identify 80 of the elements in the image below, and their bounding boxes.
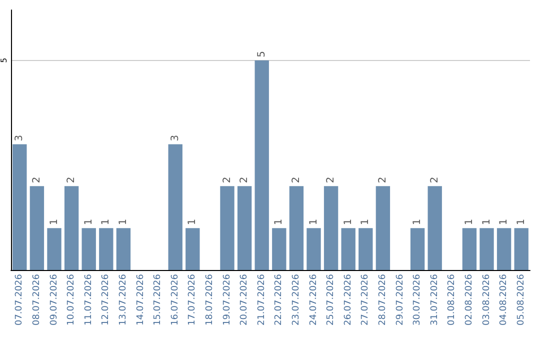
bar xyxy=(30,186,44,270)
x-tick-label: 18.07.2026 xyxy=(204,274,215,326)
data-label: 3 xyxy=(14,134,26,142)
bar xyxy=(480,228,494,270)
x-tick-label: 28.07.2026 xyxy=(378,274,388,326)
data-label: 1 xyxy=(274,218,285,226)
x-tick-label: 27.07.2026 xyxy=(360,274,371,326)
data-label: 1 xyxy=(412,218,424,226)
bar xyxy=(99,228,114,270)
x-tick-label: 12.07.2026 xyxy=(101,274,112,326)
data-label: 2 xyxy=(326,176,337,184)
bar xyxy=(47,228,62,270)
data-label: 1 xyxy=(187,218,198,226)
bar xyxy=(462,228,477,270)
data-label: 1 xyxy=(342,218,354,226)
x-tick-label: 17.07.2026 xyxy=(188,274,198,326)
bar xyxy=(428,186,442,270)
bar xyxy=(272,228,286,270)
data-label: 1 xyxy=(83,218,94,226)
data-label: 2 xyxy=(290,176,302,184)
bar xyxy=(64,186,79,270)
x-tick-label: 03.08.2026 xyxy=(482,274,492,326)
x-tick-label: 14.07.2026 xyxy=(136,274,146,326)
x-tick-label: 05.08.2026 xyxy=(516,274,526,326)
data-label: 1 xyxy=(498,218,510,226)
data-label: 1 xyxy=(308,218,320,226)
x-tick-label: 13.07.2026 xyxy=(118,274,128,326)
x-tick-label: 09.07.2026 xyxy=(49,274,60,326)
x-tick-label: 16.07.2026 xyxy=(170,274,180,326)
data-label: 1 xyxy=(360,218,372,226)
x-tick-label: 21.07.2026 xyxy=(256,274,267,326)
data-label: 1 xyxy=(118,218,129,226)
x-tick-label: 25.07.2026 xyxy=(326,274,336,326)
x-tick-label: 29.07.2026 xyxy=(395,274,406,326)
bar xyxy=(289,186,304,270)
bar xyxy=(116,228,131,270)
data-label: 1 xyxy=(100,218,112,226)
bar xyxy=(376,186,390,270)
x-tick-label: 23.07.2026 xyxy=(291,274,302,326)
data-label: 2 xyxy=(66,176,78,184)
bar xyxy=(341,228,356,270)
bar xyxy=(237,186,252,270)
x-tick-label: 04.08.2026 xyxy=(499,274,510,326)
x-tick-label: 24.07.2026 xyxy=(308,274,319,326)
x-tick-label: 10.07.2026 xyxy=(66,274,77,326)
bar xyxy=(220,186,234,270)
bar xyxy=(82,228,96,270)
data-label: 2 xyxy=(377,176,388,184)
data-label: 1 xyxy=(516,218,527,226)
data-label: 1 xyxy=(464,218,475,226)
bar xyxy=(410,228,425,270)
x-tick-label: 26.07.2026 xyxy=(343,274,354,326)
bar xyxy=(254,60,269,270)
x-tick-label: 22.07.2026 xyxy=(274,274,284,326)
data-label: 1 xyxy=(481,218,492,226)
bar xyxy=(186,228,200,270)
data-label: 2 xyxy=(429,176,440,184)
data-label: 1 xyxy=(48,218,60,226)
x-tick-label: 19.07.2026 xyxy=(222,274,232,326)
data-label: 2 xyxy=(239,176,250,184)
x-tick-label: 07.07.2026 xyxy=(14,274,25,326)
bar xyxy=(496,228,512,270)
bar xyxy=(306,228,321,270)
bar xyxy=(12,144,27,270)
x-tick-label: 11.07.2026 xyxy=(84,274,94,326)
data-label: 2 xyxy=(31,176,42,184)
bar xyxy=(514,228,528,270)
bar xyxy=(324,186,338,270)
data-label: 2 xyxy=(222,176,233,184)
x-tick-label: 31.07.2026 xyxy=(430,274,440,326)
bar xyxy=(168,144,182,270)
x-tick-label: 08.07.2026 xyxy=(32,274,42,326)
x-tick-label: 15.07.2026 xyxy=(153,274,164,326)
x-tick-label: 01.08.2026 xyxy=(447,274,458,326)
x-tick-label: 20.07.2026 xyxy=(240,274,250,326)
x-tick-label: 02.08.2026 xyxy=(464,274,474,326)
x-tick-label: 30.07.2026 xyxy=(412,274,423,326)
data-label: 3 xyxy=(170,134,181,142)
bar xyxy=(358,228,373,270)
data-label: 5 xyxy=(256,50,268,58)
